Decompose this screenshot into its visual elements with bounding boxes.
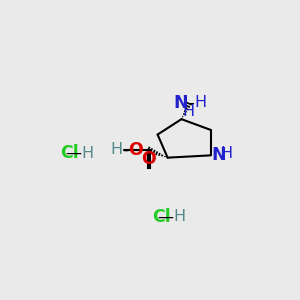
Text: H: H	[195, 95, 207, 110]
Text: O: O	[141, 150, 156, 168]
Text: -: -	[188, 95, 194, 110]
Text: O: O	[128, 141, 143, 159]
Text: N: N	[212, 146, 226, 164]
Text: H: H	[174, 209, 186, 224]
Text: Cl: Cl	[60, 144, 79, 162]
Text: Cl: Cl	[152, 208, 171, 226]
Text: N: N	[174, 94, 188, 112]
Text: —: —	[157, 209, 173, 224]
Text: H: H	[81, 146, 94, 160]
Text: -: -	[122, 141, 128, 159]
Text: H: H	[111, 142, 123, 158]
Text: H: H	[182, 104, 194, 119]
Text: —: —	[65, 146, 81, 160]
Text: H: H	[220, 146, 232, 160]
